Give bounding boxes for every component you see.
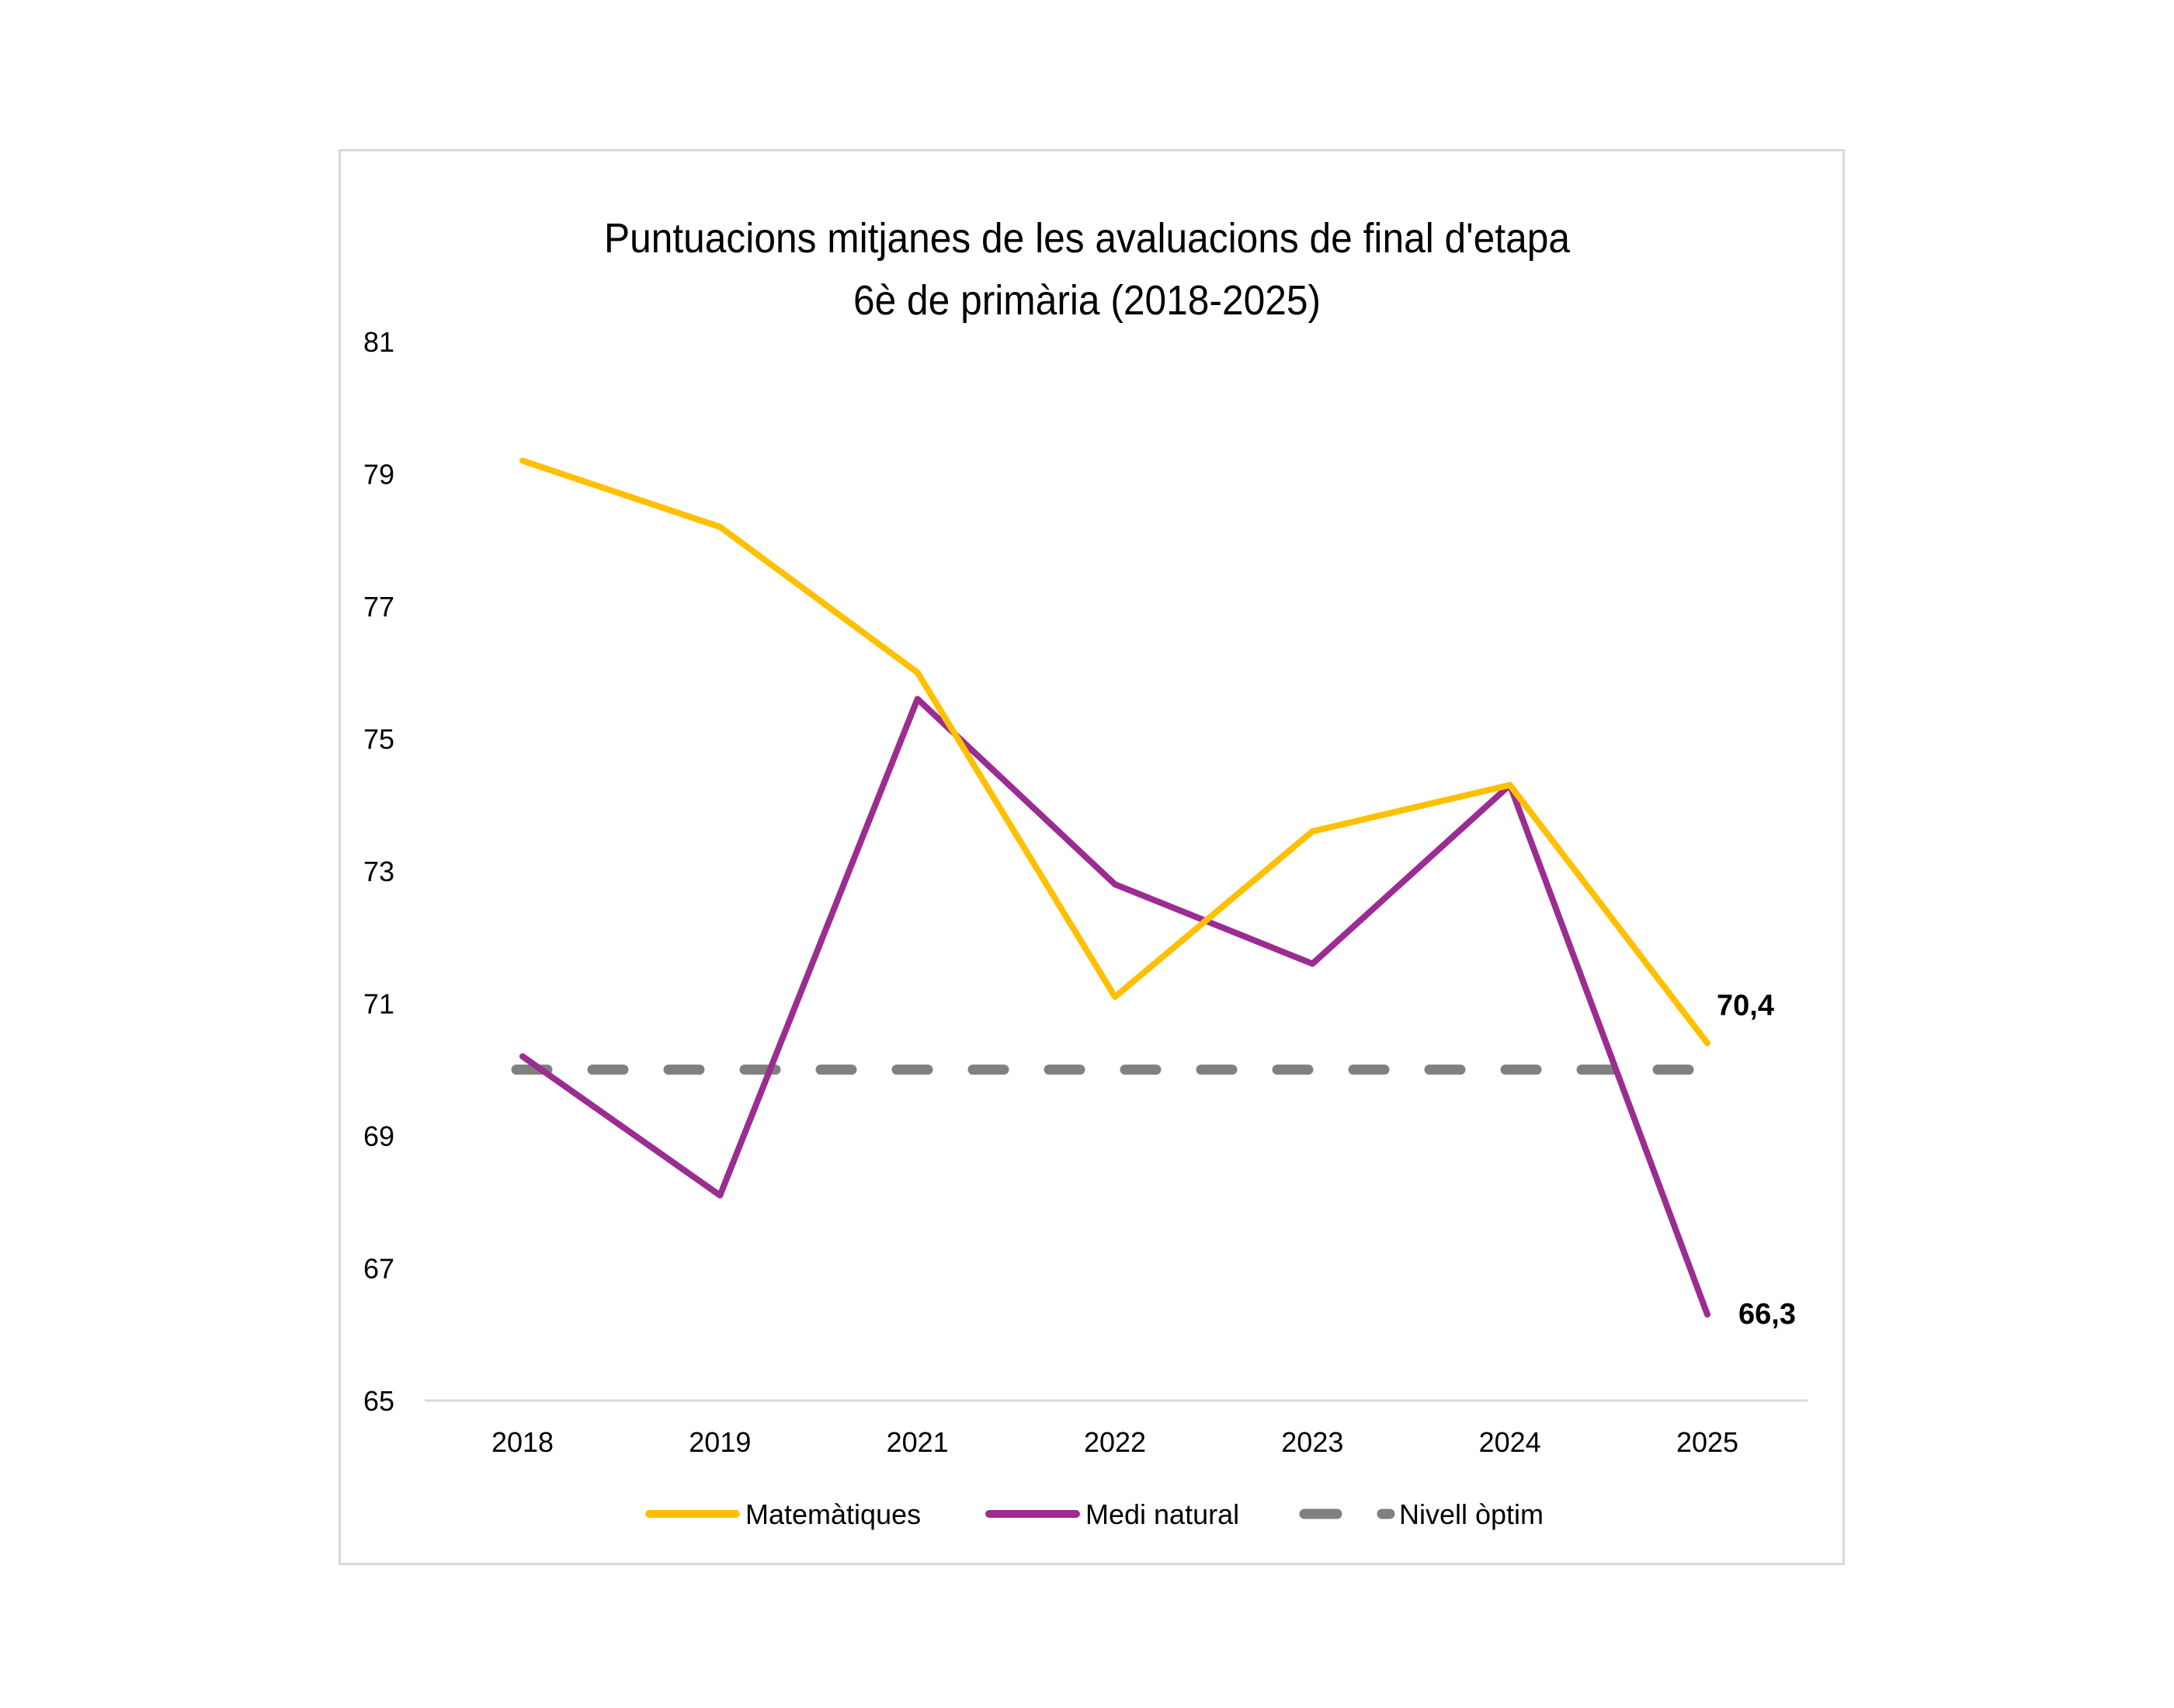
x-tick-label: 2019 <box>689 1426 751 1458</box>
chart-frame <box>339 149 1845 1565</box>
y-tick-label: 71 <box>363 988 394 1020</box>
chart-subtitle: 6è de primària (2018-2025) <box>853 277 1321 324</box>
y-tick-label: 75 <box>363 724 394 755</box>
chart-title: Puntuacions mitjanes de les avaluacions … <box>603 215 1571 262</box>
legend-label: Medi natural <box>1085 1498 1239 1530</box>
legend-label: Nivell òptim <box>1399 1498 1544 1530</box>
y-tick-label: 69 <box>363 1120 394 1152</box>
data-label: 66,3 <box>1738 1298 1796 1331</box>
x-tick-label: 2022 <box>1084 1426 1146 1458</box>
x-tick-label: 2023 <box>1281 1426 1343 1458</box>
series-line-1 <box>519 696 1710 1318</box>
x-tick-label: 2018 <box>491 1426 554 1458</box>
y-tick-label: 77 <box>363 591 394 623</box>
x-tick-label: 2024 <box>1479 1426 1541 1458</box>
y-tick-label: 79 <box>363 459 394 491</box>
data-label: 70,4 <box>1717 990 1774 1022</box>
x-tick-label: 2021 <box>887 1426 949 1458</box>
legend-label: Matemàtiques <box>745 1498 921 1530</box>
y-tick-label: 73 <box>363 856 394 887</box>
y-tick-label: 65 <box>363 1385 394 1417</box>
x-tick-label: 2025 <box>1676 1426 1738 1458</box>
series-line-0 <box>519 457 1710 1047</box>
y-tick-label: 81 <box>363 326 394 358</box>
y-tick-label: 67 <box>363 1253 394 1285</box>
